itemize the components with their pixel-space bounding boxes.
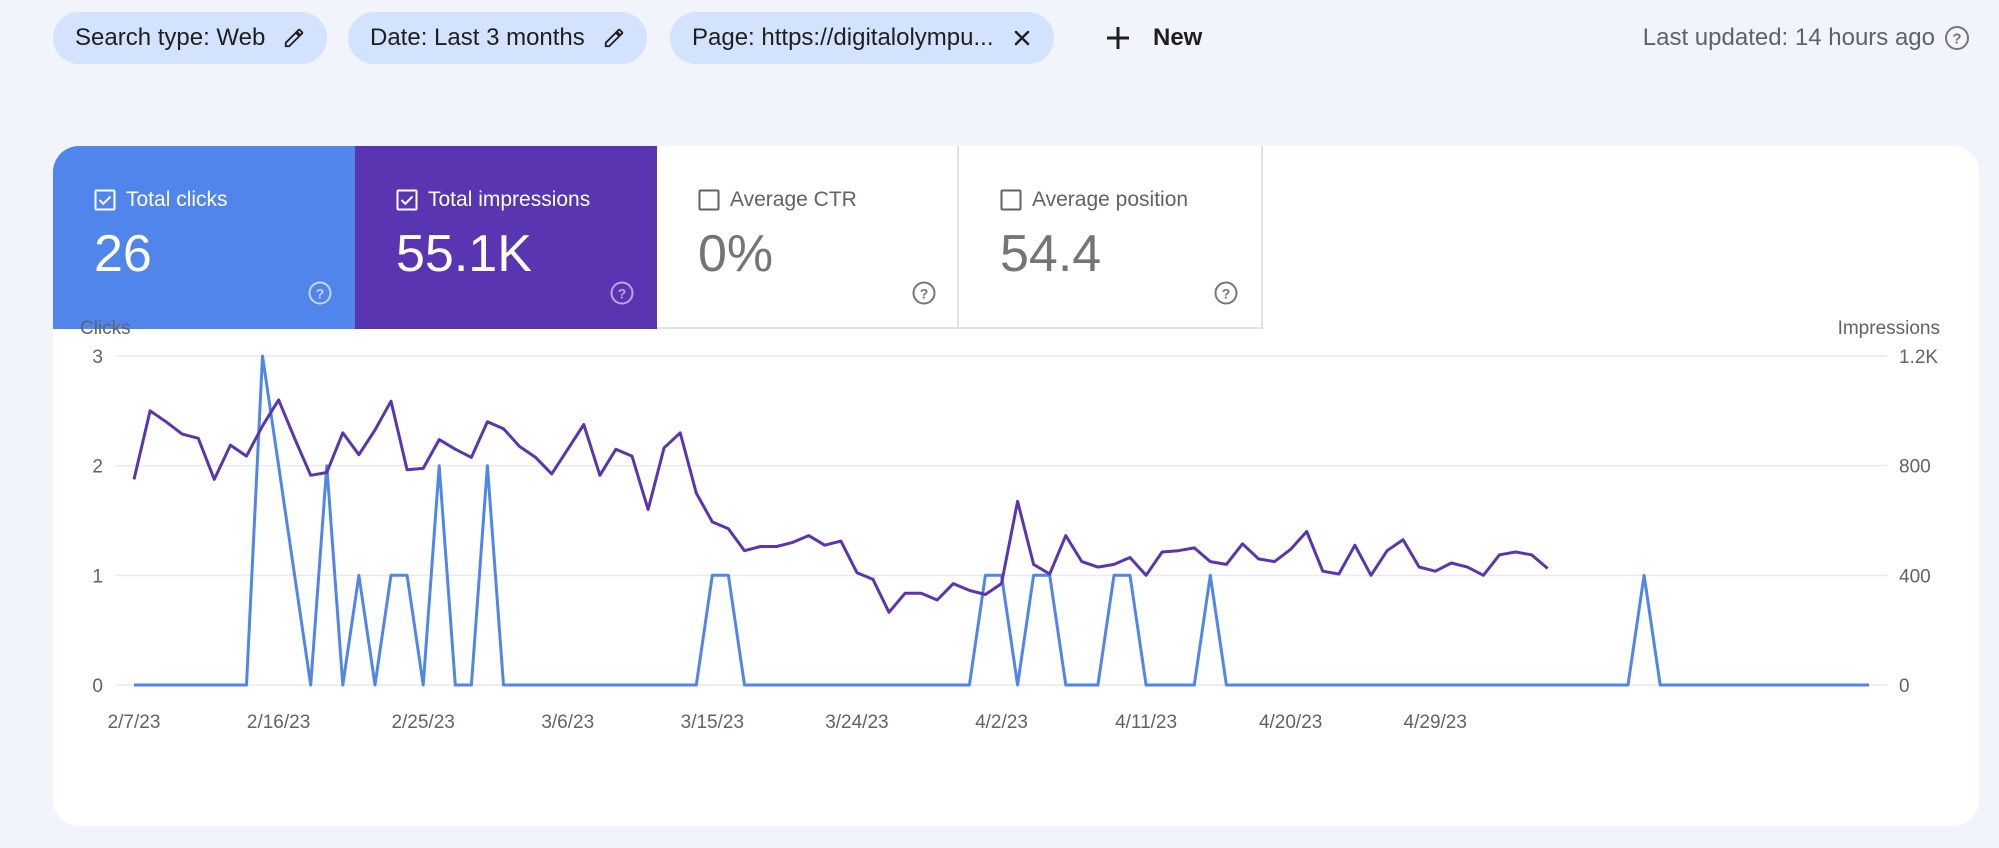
help-icon[interactable]: ? xyxy=(911,280,937,311)
edit-icon[interactable] xyxy=(283,27,305,49)
last-updated: Last updated: 14 hours ago ? xyxy=(1643,24,1971,52)
metric-label: Average position xyxy=(1032,188,1189,211)
svg-text:?: ? xyxy=(618,286,627,302)
metric-value: 26 xyxy=(94,225,152,283)
help-icon[interactable]: ? xyxy=(609,280,635,311)
checkbox-unchecked-icon[interactable] xyxy=(1000,189,1022,211)
help-icon[interactable]: ? xyxy=(307,280,333,311)
metric-total-impressions[interactable]: Total impressions 55.1K ? xyxy=(355,146,657,329)
filter-date-label: Date: Last 3 months xyxy=(370,24,585,51)
metric-average-ctr[interactable]: Average CTR 0% ? xyxy=(657,146,959,329)
plus-icon xyxy=(1105,25,1131,51)
new-filter-button[interactable]: New xyxy=(1105,12,1202,64)
filter-search-type-label: Search type: Web xyxy=(75,24,266,51)
y-tick-label-left: 3 xyxy=(92,347,103,368)
filter-chip-search-type[interactable]: Search type: Web xyxy=(53,12,328,64)
svg-text:?: ? xyxy=(1952,31,1961,48)
y-tick-label-left: 2 xyxy=(92,457,103,478)
left-axis-title: Clicks xyxy=(80,318,131,339)
close-icon[interactable] xyxy=(1012,28,1032,48)
filter-chip-date[interactable]: Date: Last 3 months xyxy=(348,12,647,64)
performance-chart[interactable]: Clicks Impressions 0 1 2 3 0 400 800 1.2K 2/7/… xyxy=(53,292,1979,826)
metric-average-position[interactable]: Average position 54.4 ? xyxy=(959,146,1263,329)
x-tick-label: 2/16/23 xyxy=(247,712,310,733)
series-line-impressions xyxy=(132,398,1549,614)
metric-value: 55.1K xyxy=(396,225,532,283)
x-tick-label: 2/25/23 xyxy=(391,712,454,733)
last-updated-text: Last updated: 14 hours ago xyxy=(1642,24,1935,51)
checkbox-checked-icon[interactable] xyxy=(396,189,418,211)
filter-page-label: Page: https://digitalolympu... xyxy=(692,24,994,51)
y-tick-label-left: 0 xyxy=(92,676,103,697)
y-tick-label-right: 800 xyxy=(1899,457,1931,478)
x-tick-label: 4/20/23 xyxy=(1259,712,1322,733)
metric-value: 0% xyxy=(698,225,774,283)
checkbox-checked-icon[interactable] xyxy=(94,189,116,211)
x-tick-label: 3/6/23 xyxy=(541,712,594,733)
x-tick-label: 4/11/23 xyxy=(1115,712,1177,733)
y-tick-label-right: 0 xyxy=(1899,676,1910,697)
x-tick-label: 3/15/23 xyxy=(681,712,744,733)
checkbox-unchecked-icon[interactable] xyxy=(698,189,720,211)
help-icon[interactable]: ? xyxy=(1943,24,1971,52)
metric-total-clicks[interactable]: Total clicks 26 ? xyxy=(53,146,355,329)
metric-label: Average CTR xyxy=(730,188,857,211)
svg-text:?: ? xyxy=(920,286,929,302)
new-filter-label: New xyxy=(1153,24,1203,51)
right-axis-title: Impressions xyxy=(1838,318,1940,339)
x-tick-label: 4/2/23 xyxy=(975,712,1028,733)
metric-value: 54.4 xyxy=(1000,225,1102,283)
svg-text:?: ? xyxy=(316,286,325,302)
svg-text:?: ? xyxy=(1222,286,1231,302)
metric-label: Total clicks xyxy=(126,188,228,211)
x-tick-label: 2/7/23 xyxy=(108,712,161,733)
y-tick-label-right: 1.2K xyxy=(1899,347,1938,368)
y-tick-label-right: 400 xyxy=(1899,566,1931,587)
x-tick-label: 4/29/23 xyxy=(1404,712,1467,733)
metric-label: Total impressions xyxy=(428,188,591,211)
y-tick-label-left: 1 xyxy=(92,566,103,587)
series-line-clicks xyxy=(134,354,1869,687)
edit-icon[interactable] xyxy=(603,27,625,49)
performance-card: Total clicks 26 ? Total impressions 55.1… xyxy=(53,146,1979,826)
x-tick-label: 3/24/23 xyxy=(825,712,888,733)
help-icon[interactable]: ? xyxy=(1213,280,1239,311)
filter-chip-page[interactable]: Page: https://digitalolympu... xyxy=(670,12,1054,64)
